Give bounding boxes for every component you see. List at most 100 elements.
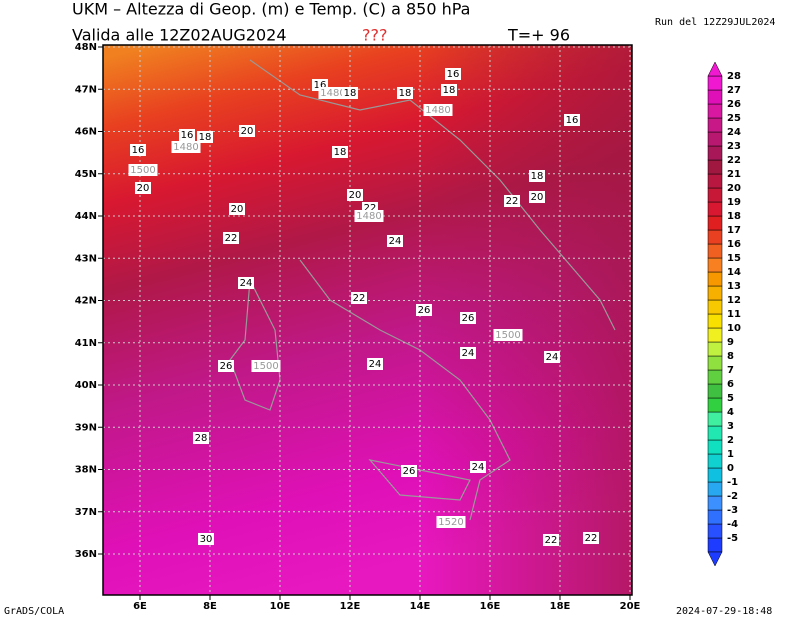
- colorbar-label: 0: [727, 463, 734, 474]
- colorbar-label: 6: [727, 379, 734, 390]
- contour-label: 16: [181, 130, 194, 141]
- colorbar-label: -2: [727, 491, 738, 502]
- colorbar-cell: [707, 509, 723, 525]
- contour-label-bg: [445, 68, 461, 80]
- contour-label: 18: [334, 147, 347, 158]
- contour-label: 30: [200, 534, 213, 545]
- contour-label: 1500: [130, 165, 155, 176]
- colorbar-label: 12: [727, 295, 741, 306]
- map: [102, 44, 633, 596]
- contour-label-bg: [564, 114, 580, 126]
- lat-label: 42N: [75, 296, 97, 307]
- colorbar-label: -1: [727, 477, 738, 488]
- footer-left: GrADS/COLA: [4, 606, 64, 617]
- contour-label-bg: [130, 144, 146, 156]
- run-info: Run del 12Z29JUL2024: [655, 17, 775, 28]
- contour-label: 1480: [425, 105, 450, 116]
- contour-label: 18: [399, 88, 412, 99]
- colorbar-label: 15: [727, 253, 741, 264]
- colorbar-label: 11: [727, 309, 741, 320]
- colorbar-cell: [707, 173, 723, 189]
- colorbar-label: 5: [727, 393, 734, 404]
- colorbar-cell: [707, 243, 723, 259]
- contour-label-bg: [238, 277, 254, 289]
- colorbar-label: 4: [727, 407, 734, 418]
- contour-label-bg: [544, 351, 560, 363]
- title: UKM – Altezza di Geop. (m) e Temp. (C) a…: [72, 0, 470, 19]
- contour-label: 16: [132, 145, 145, 156]
- contour-label: 1500: [253, 361, 278, 372]
- colorbar-label: 25: [727, 113, 741, 124]
- contour-label-bg: [342, 87, 358, 99]
- contour-label: 18: [443, 85, 456, 96]
- colorbar-cell: [707, 453, 723, 469]
- colorbar-cell: [707, 425, 723, 441]
- colorbar-cell: [707, 285, 723, 301]
- colorbar-cell: [707, 383, 723, 399]
- contour-label-bg: [529, 191, 545, 203]
- contour-label-bg: [351, 292, 367, 304]
- colorbar-cell: [707, 117, 723, 133]
- colorbar-label: 1: [727, 449, 734, 460]
- colorbar-cell: [707, 467, 723, 483]
- contour-label-bg: [318, 87, 348, 99]
- contour-label-bg: [251, 360, 281, 372]
- lat-label: 41N: [75, 338, 97, 349]
- colorbar-cell: [707, 369, 723, 385]
- colorbar-label: 7: [727, 365, 734, 376]
- lon-label: 18E: [550, 601, 571, 612]
- coastline: [229, 59, 616, 521]
- contour-label-bg: [354, 210, 384, 222]
- lon-label: 8E: [203, 601, 217, 612]
- lon-label: 12E: [340, 601, 361, 612]
- lat-label: 43N: [75, 253, 97, 264]
- contour-label: 1480: [356, 211, 381, 222]
- lat-label: 47N: [75, 84, 97, 95]
- contour-label-bg: [401, 465, 417, 477]
- contour-label-bg: [367, 358, 383, 370]
- contour-label: 18: [531, 171, 544, 182]
- colorbar-label: 21: [727, 169, 741, 180]
- colorbar-cell: [707, 537, 723, 553]
- contour-label: 16: [447, 69, 460, 80]
- colorbar-cell: [707, 201, 723, 217]
- footer-right: 2024-07-29-18:48: [676, 606, 772, 617]
- contour-label-bg: [179, 129, 195, 141]
- contour-label: 1520: [438, 517, 463, 528]
- colorbar-label: 24: [727, 127, 741, 138]
- contour-label-bg: [460, 347, 476, 359]
- contour-label: 16: [566, 115, 579, 126]
- colorbar-label: 14: [727, 267, 741, 278]
- contour-label: 22: [585, 533, 598, 544]
- colorbar-label: 13: [727, 281, 741, 292]
- contour-label: 24: [546, 352, 559, 363]
- contour-label-bg: [504, 195, 520, 207]
- contour-label-bg: [441, 84, 457, 96]
- lat-label: 45N: [75, 169, 97, 180]
- colorbar-label: 22: [727, 155, 741, 166]
- contour-label-bg: [223, 232, 239, 244]
- valid-time: Valida alle 12Z02AUG2024: [72, 26, 287, 45]
- contour-label: 22: [364, 203, 377, 214]
- contour-label: 16: [314, 80, 327, 91]
- lon-label: 10E: [270, 601, 291, 612]
- colorbar-cell: [707, 257, 723, 273]
- colorbar-cell: [707, 75, 723, 91]
- colorbar-cell: [707, 481, 723, 497]
- contour-label: 28: [195, 433, 208, 444]
- lon-label: 14E: [410, 601, 431, 612]
- contour-label: 22: [353, 293, 366, 304]
- colorbar-label: 2: [727, 435, 734, 446]
- contour-label-bg: [543, 534, 559, 546]
- contour-label: 26: [462, 313, 475, 324]
- contour-label-bg: [197, 131, 213, 143]
- colorbar-cell: [707, 229, 723, 245]
- lat-label: 37N: [75, 507, 97, 518]
- colorbar-label: 16: [727, 239, 741, 250]
- colorbar-label: 27: [727, 85, 741, 96]
- colorbar-label: 10: [727, 323, 741, 334]
- contour-label: 22: [225, 233, 238, 244]
- colorbar-cell: [707, 327, 723, 343]
- contour-label-bg: [493, 329, 523, 341]
